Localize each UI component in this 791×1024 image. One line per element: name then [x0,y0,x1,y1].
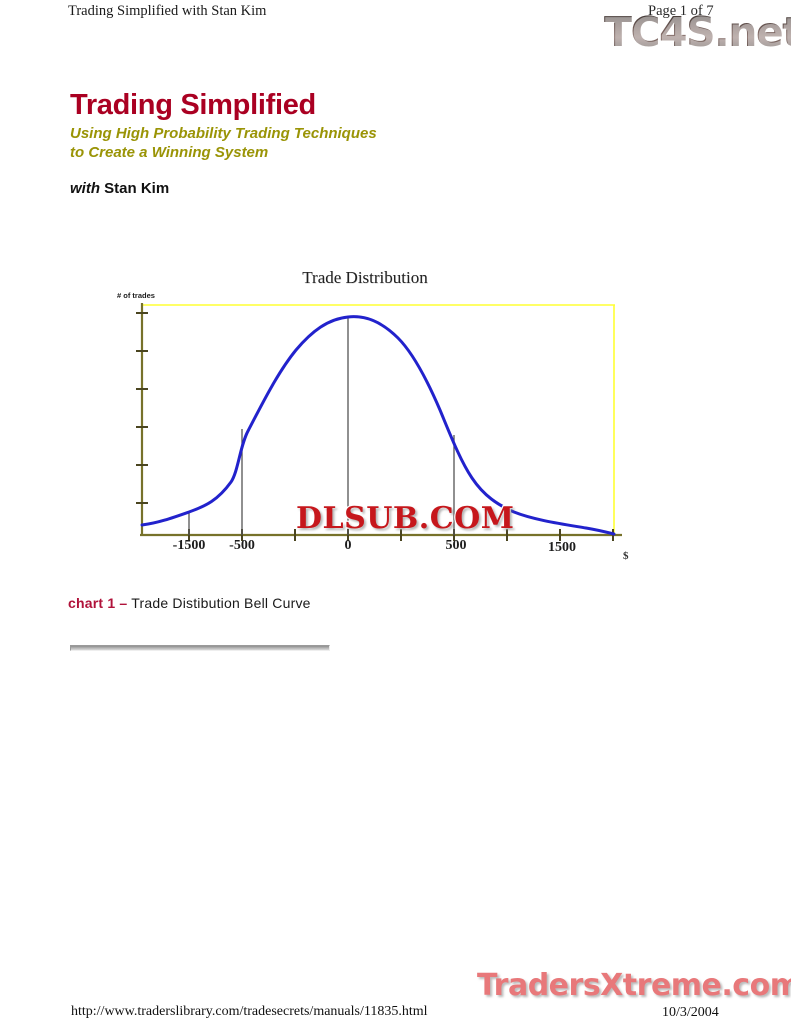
page-number: Page 1 of 7 [648,3,714,19]
xtick-label-zero: 0 [344,538,352,553]
page-subtitle: Using High Probability Trading Technique… [70,125,377,161]
chart-title: Trade Distribution [302,268,428,287]
page-header: Trading Simplified with Stan Kim Page 1 … [0,0,791,60]
trade-distribution-plot [136,303,622,541]
figure-caption: chart 1 – Trade Distibution Bell Curve [68,595,311,611]
tc4s-logo-watermark: TC4S.net [604,12,791,53]
byline: with Stan Kim [70,180,169,197]
figure-caption-label: chart 1 [68,595,116,611]
bell-curve-path [140,315,616,536]
xtick-label-neg500: -500 [229,538,255,553]
y-axis-label: # of trades [117,291,155,300]
byline-author: Stan Kim [104,180,170,197]
page-title: Trading Simplified [70,89,316,122]
xtick-label-1500: 1500 [548,540,576,555]
dropline-group [188,317,455,535]
byline-prefix: with [70,180,100,197]
footer-url[interactable]: http://www.traderslibrary.com/tradesecre… [71,1004,428,1019]
footer-date: 10/3/2004 [662,1005,719,1020]
x-axis-label: $ [623,550,629,562]
section-divider [70,645,330,651]
figure-caption-dash: – [119,595,128,611]
y-axis-ticks [136,312,148,504]
xtick-label-500: 500 [445,538,467,553]
chart-figure: Trade Distribution # of trades $ [110,268,640,588]
running-header-title: Trading Simplified with Stan Kim [68,3,267,19]
figure-caption-text: Trade Distibution Bell Curve [131,595,311,611]
tradersxtreme-watermark: TradersXtreme.com [476,967,791,1005]
xtick-label-neg1500: -1500 [172,538,206,553]
